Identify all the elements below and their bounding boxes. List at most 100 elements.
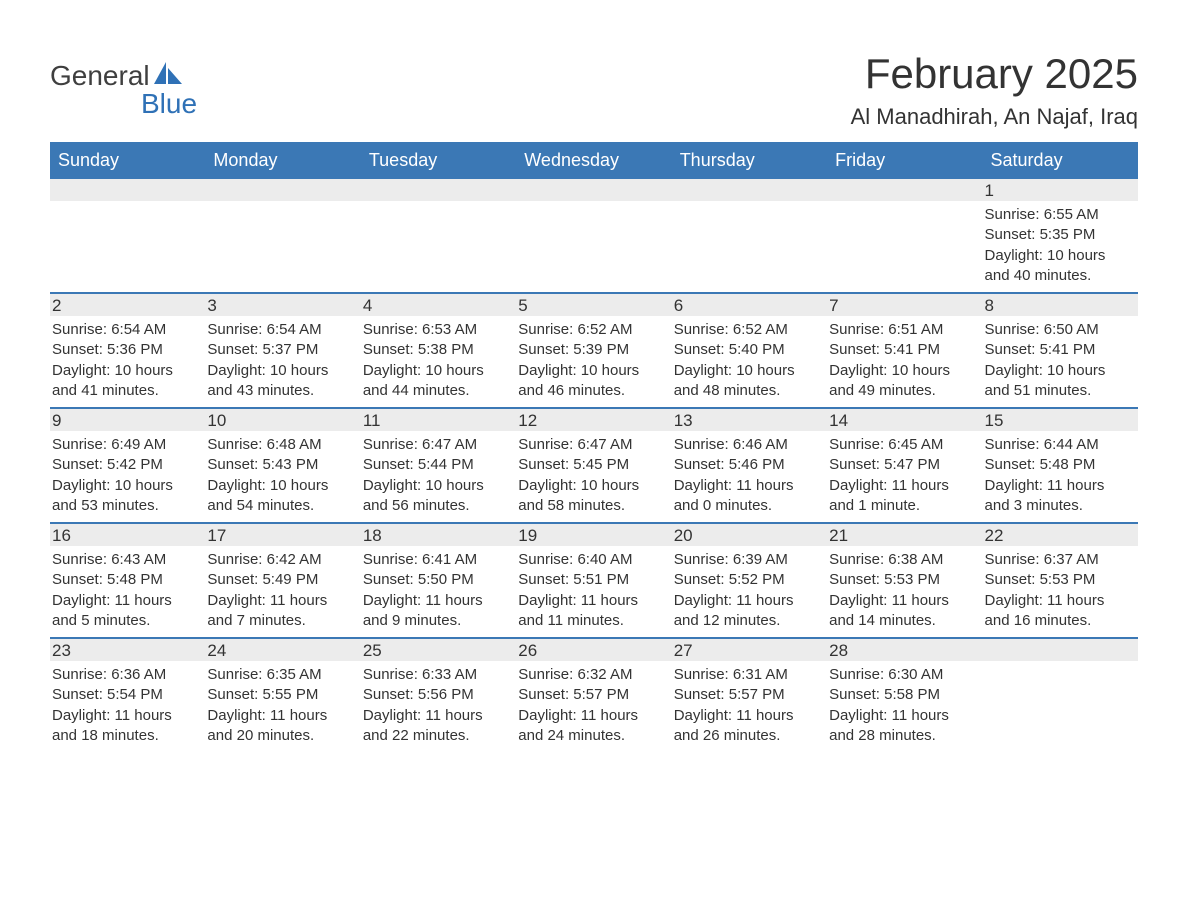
- sunrise-text: Sunrise: 6:47 AM: [363, 435, 508, 455]
- day-cell: Sunrise: 6:45 AMSunset: 5:47 PMDaylight:…: [827, 431, 982, 522]
- sunset-text: Sunset: 5:57 PM: [674, 685, 819, 705]
- day-number: 10: [205, 411, 360, 431]
- daylight-text: Daylight: 11 hours and 20 minutes.: [207, 706, 352, 747]
- day-content: Sunrise: 6:52 AMSunset: 5:40 PMDaylight:…: [672, 316, 821, 401]
- sunrise-text: Sunrise: 6:53 AM: [363, 320, 508, 340]
- sunset-text: Sunset: 5:36 PM: [52, 340, 197, 360]
- day-cell: Sunrise: 6:53 AMSunset: 5:38 PMDaylight:…: [361, 316, 516, 407]
- day-content: Sunrise: 6:55 AMSunset: 5:35 PMDaylight:…: [983, 201, 1132, 286]
- day-number: 4: [361, 296, 516, 316]
- day-content: Sunrise: 6:48 AMSunset: 5:43 PMDaylight:…: [205, 431, 354, 516]
- day-cell: Sunrise: 6:42 AMSunset: 5:49 PMDaylight:…: [205, 546, 360, 637]
- sunset-text: Sunset: 5:45 PM: [518, 455, 663, 475]
- daylight-text: Daylight: 11 hours and 1 minute.: [829, 476, 974, 517]
- dow-header-cell: Monday: [205, 142, 360, 179]
- day-number: 22: [983, 526, 1138, 546]
- day-content: Sunrise: 6:31 AMSunset: 5:57 PMDaylight:…: [672, 661, 821, 746]
- sunset-text: Sunset: 5:55 PM: [207, 685, 352, 705]
- daylight-text: Daylight: 11 hours and 14 minutes.: [829, 591, 974, 632]
- day-content: Sunrise: 6:33 AMSunset: 5:56 PMDaylight:…: [361, 661, 510, 746]
- logo-flag-icon: [154, 62, 184, 84]
- sunset-text: Sunset: 5:58 PM: [829, 685, 974, 705]
- day-number: 28: [827, 641, 982, 661]
- day-content: [50, 201, 199, 205]
- days-row: Sunrise: 6:43 AMSunset: 5:48 PMDaylight:…: [50, 546, 1138, 637]
- sunset-text: Sunset: 5:54 PM: [52, 685, 197, 705]
- day-number: 23: [50, 641, 205, 661]
- day-cell: [361, 201, 516, 292]
- sunrise-text: Sunrise: 6:54 AM: [207, 320, 352, 340]
- day-cell: Sunrise: 6:54 AMSunset: 5:36 PMDaylight:…: [50, 316, 205, 407]
- sunset-text: Sunset: 5:48 PM: [52, 570, 197, 590]
- sunrise-text: Sunrise: 6:52 AM: [674, 320, 819, 340]
- day-cell: Sunrise: 6:52 AMSunset: 5:39 PMDaylight:…: [516, 316, 671, 407]
- day-content: Sunrise: 6:51 AMSunset: 5:41 PMDaylight:…: [827, 316, 976, 401]
- calendar-weeks: 1Sunrise: 6:55 AMSunset: 5:35 PMDaylight…: [50, 179, 1138, 752]
- daylight-text: Daylight: 10 hours and 53 minutes.: [52, 476, 197, 517]
- dow-header-cell: Wednesday: [516, 142, 671, 179]
- day-cell: [983, 661, 1138, 752]
- dow-header-cell: Friday: [827, 142, 982, 179]
- daylight-text: Daylight: 11 hours and 5 minutes.: [52, 591, 197, 632]
- sunrise-text: Sunrise: 6:48 AM: [207, 435, 352, 455]
- daylight-text: Daylight: 11 hours and 3 minutes.: [985, 476, 1130, 517]
- daylight-text: Daylight: 11 hours and 24 minutes.: [518, 706, 663, 747]
- sunset-text: Sunset: 5:41 PM: [829, 340, 974, 360]
- day-content: Sunrise: 6:35 AMSunset: 5:55 PMDaylight:…: [205, 661, 354, 746]
- sunrise-text: Sunrise: 6:50 AM: [985, 320, 1130, 340]
- sunset-text: Sunset: 5:38 PM: [363, 340, 508, 360]
- sunset-text: Sunset: 5:48 PM: [985, 455, 1130, 475]
- sunrise-text: Sunrise: 6:55 AM: [985, 205, 1130, 225]
- daylight-text: Daylight: 10 hours and 43 minutes.: [207, 361, 352, 402]
- day-number: 7: [827, 296, 982, 316]
- day-content: Sunrise: 6:32 AMSunset: 5:57 PMDaylight:…: [516, 661, 665, 746]
- day-content: [205, 201, 354, 205]
- daylight-text: Daylight: 10 hours and 40 minutes.: [985, 246, 1130, 287]
- sunset-text: Sunset: 5:39 PM: [518, 340, 663, 360]
- sunset-text: Sunset: 5:43 PM: [207, 455, 352, 475]
- day-content: Sunrise: 6:41 AMSunset: 5:50 PMDaylight:…: [361, 546, 510, 631]
- sunset-text: Sunset: 5:57 PM: [518, 685, 663, 705]
- daynum-row: 2345678: [50, 294, 1138, 316]
- logo-text-general: General: [50, 60, 150, 92]
- sunset-text: Sunset: 5:41 PM: [985, 340, 1130, 360]
- sunrise-text: Sunrise: 6:30 AM: [829, 665, 974, 685]
- day-cell: Sunrise: 6:37 AMSunset: 5:53 PMDaylight:…: [983, 546, 1138, 637]
- daylight-text: Daylight: 10 hours and 41 minutes.: [52, 361, 197, 402]
- daynum-row: 16171819202122: [50, 524, 1138, 546]
- day-number: 5: [516, 296, 671, 316]
- sunset-text: Sunset: 5:50 PM: [363, 570, 508, 590]
- day-number: 13: [672, 411, 827, 431]
- daylight-text: Daylight: 10 hours and 46 minutes.: [518, 361, 663, 402]
- sunset-text: Sunset: 5:42 PM: [52, 455, 197, 475]
- calendar-page: General Blue February 2025 Al Manadhirah…: [0, 0, 1188, 918]
- day-content: Sunrise: 6:40 AMSunset: 5:51 PMDaylight:…: [516, 546, 665, 631]
- daynum-row: 1: [50, 179, 1138, 201]
- day-cell: Sunrise: 6:40 AMSunset: 5:51 PMDaylight:…: [516, 546, 671, 637]
- day-content: Sunrise: 6:47 AMSunset: 5:45 PMDaylight:…: [516, 431, 665, 516]
- dow-header-cell: Sunday: [50, 142, 205, 179]
- day-number: 16: [50, 526, 205, 546]
- day-cell: Sunrise: 6:48 AMSunset: 5:43 PMDaylight:…: [205, 431, 360, 522]
- daylight-text: Daylight: 11 hours and 22 minutes.: [363, 706, 508, 747]
- day-cell: [205, 201, 360, 292]
- day-cell: Sunrise: 6:32 AMSunset: 5:57 PMDaylight:…: [516, 661, 671, 752]
- day-cell: Sunrise: 6:52 AMSunset: 5:40 PMDaylight:…: [672, 316, 827, 407]
- logo-text-blue: Blue: [141, 88, 197, 120]
- sunset-text: Sunset: 5:49 PM: [207, 570, 352, 590]
- day-number: 6: [672, 296, 827, 316]
- day-number: 19: [516, 526, 671, 546]
- sunrise-text: Sunrise: 6:35 AM: [207, 665, 352, 685]
- sunset-text: Sunset: 5:35 PM: [985, 225, 1130, 245]
- day-number: 9: [50, 411, 205, 431]
- day-cell: [672, 201, 827, 292]
- day-number: 15: [983, 411, 1138, 431]
- day-number: 14: [827, 411, 982, 431]
- day-cell: Sunrise: 6:39 AMSunset: 5:52 PMDaylight:…: [672, 546, 827, 637]
- day-cell: Sunrise: 6:35 AMSunset: 5:55 PMDaylight:…: [205, 661, 360, 752]
- day-number: 3: [205, 296, 360, 316]
- day-cell: Sunrise: 6:41 AMSunset: 5:50 PMDaylight:…: [361, 546, 516, 637]
- day-cell: Sunrise: 6:55 AMSunset: 5:35 PMDaylight:…: [983, 201, 1138, 292]
- logo: General Blue: [50, 60, 184, 92]
- sunset-text: Sunset: 5:44 PM: [363, 455, 508, 475]
